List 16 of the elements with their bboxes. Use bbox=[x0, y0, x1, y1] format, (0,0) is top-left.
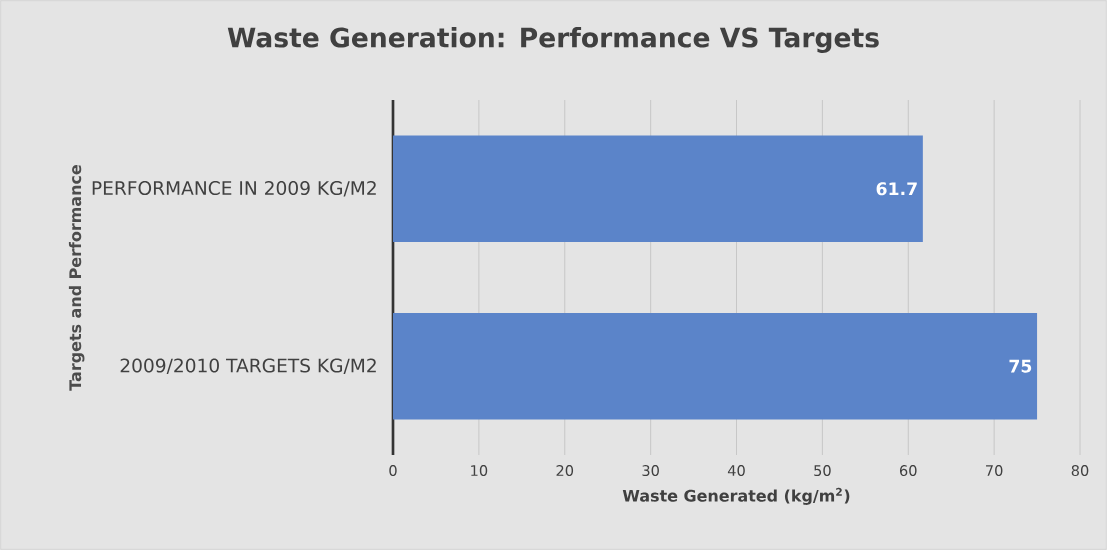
chart-title: Waste Generation: Performance VS Targets bbox=[227, 27, 879, 53]
x-tick-label: 40 bbox=[727, 465, 745, 477]
x-tick-label: 0 bbox=[389, 465, 397, 477]
data-label: 61.7 bbox=[876, 182, 917, 196]
y-tick-label: 2009/2010 TARGETS KG/M2 bbox=[120, 358, 376, 375]
x-tick-label: 70 bbox=[986, 465, 1003, 477]
y-axis-title: Targets and Performance bbox=[68, 165, 85, 391]
x-tick-label: 50 bbox=[814, 465, 831, 477]
x-tick-label: 30 bbox=[642, 465, 659, 477]
y-tick-label: PERFORMANCE IN 2009 KG/M2 bbox=[92, 180, 376, 197]
x-tick-label: 80 bbox=[1071, 465, 1089, 477]
data-label: 75 bbox=[1009, 359, 1032, 373]
x-tick-label: 60 bbox=[899, 465, 917, 477]
x-tick-label: 20 bbox=[556, 465, 574, 477]
x-axis-title: Waste Generated (kg/m$^{2}$) bbox=[622, 487, 850, 505]
x-tick-label: 10 bbox=[471, 465, 488, 477]
